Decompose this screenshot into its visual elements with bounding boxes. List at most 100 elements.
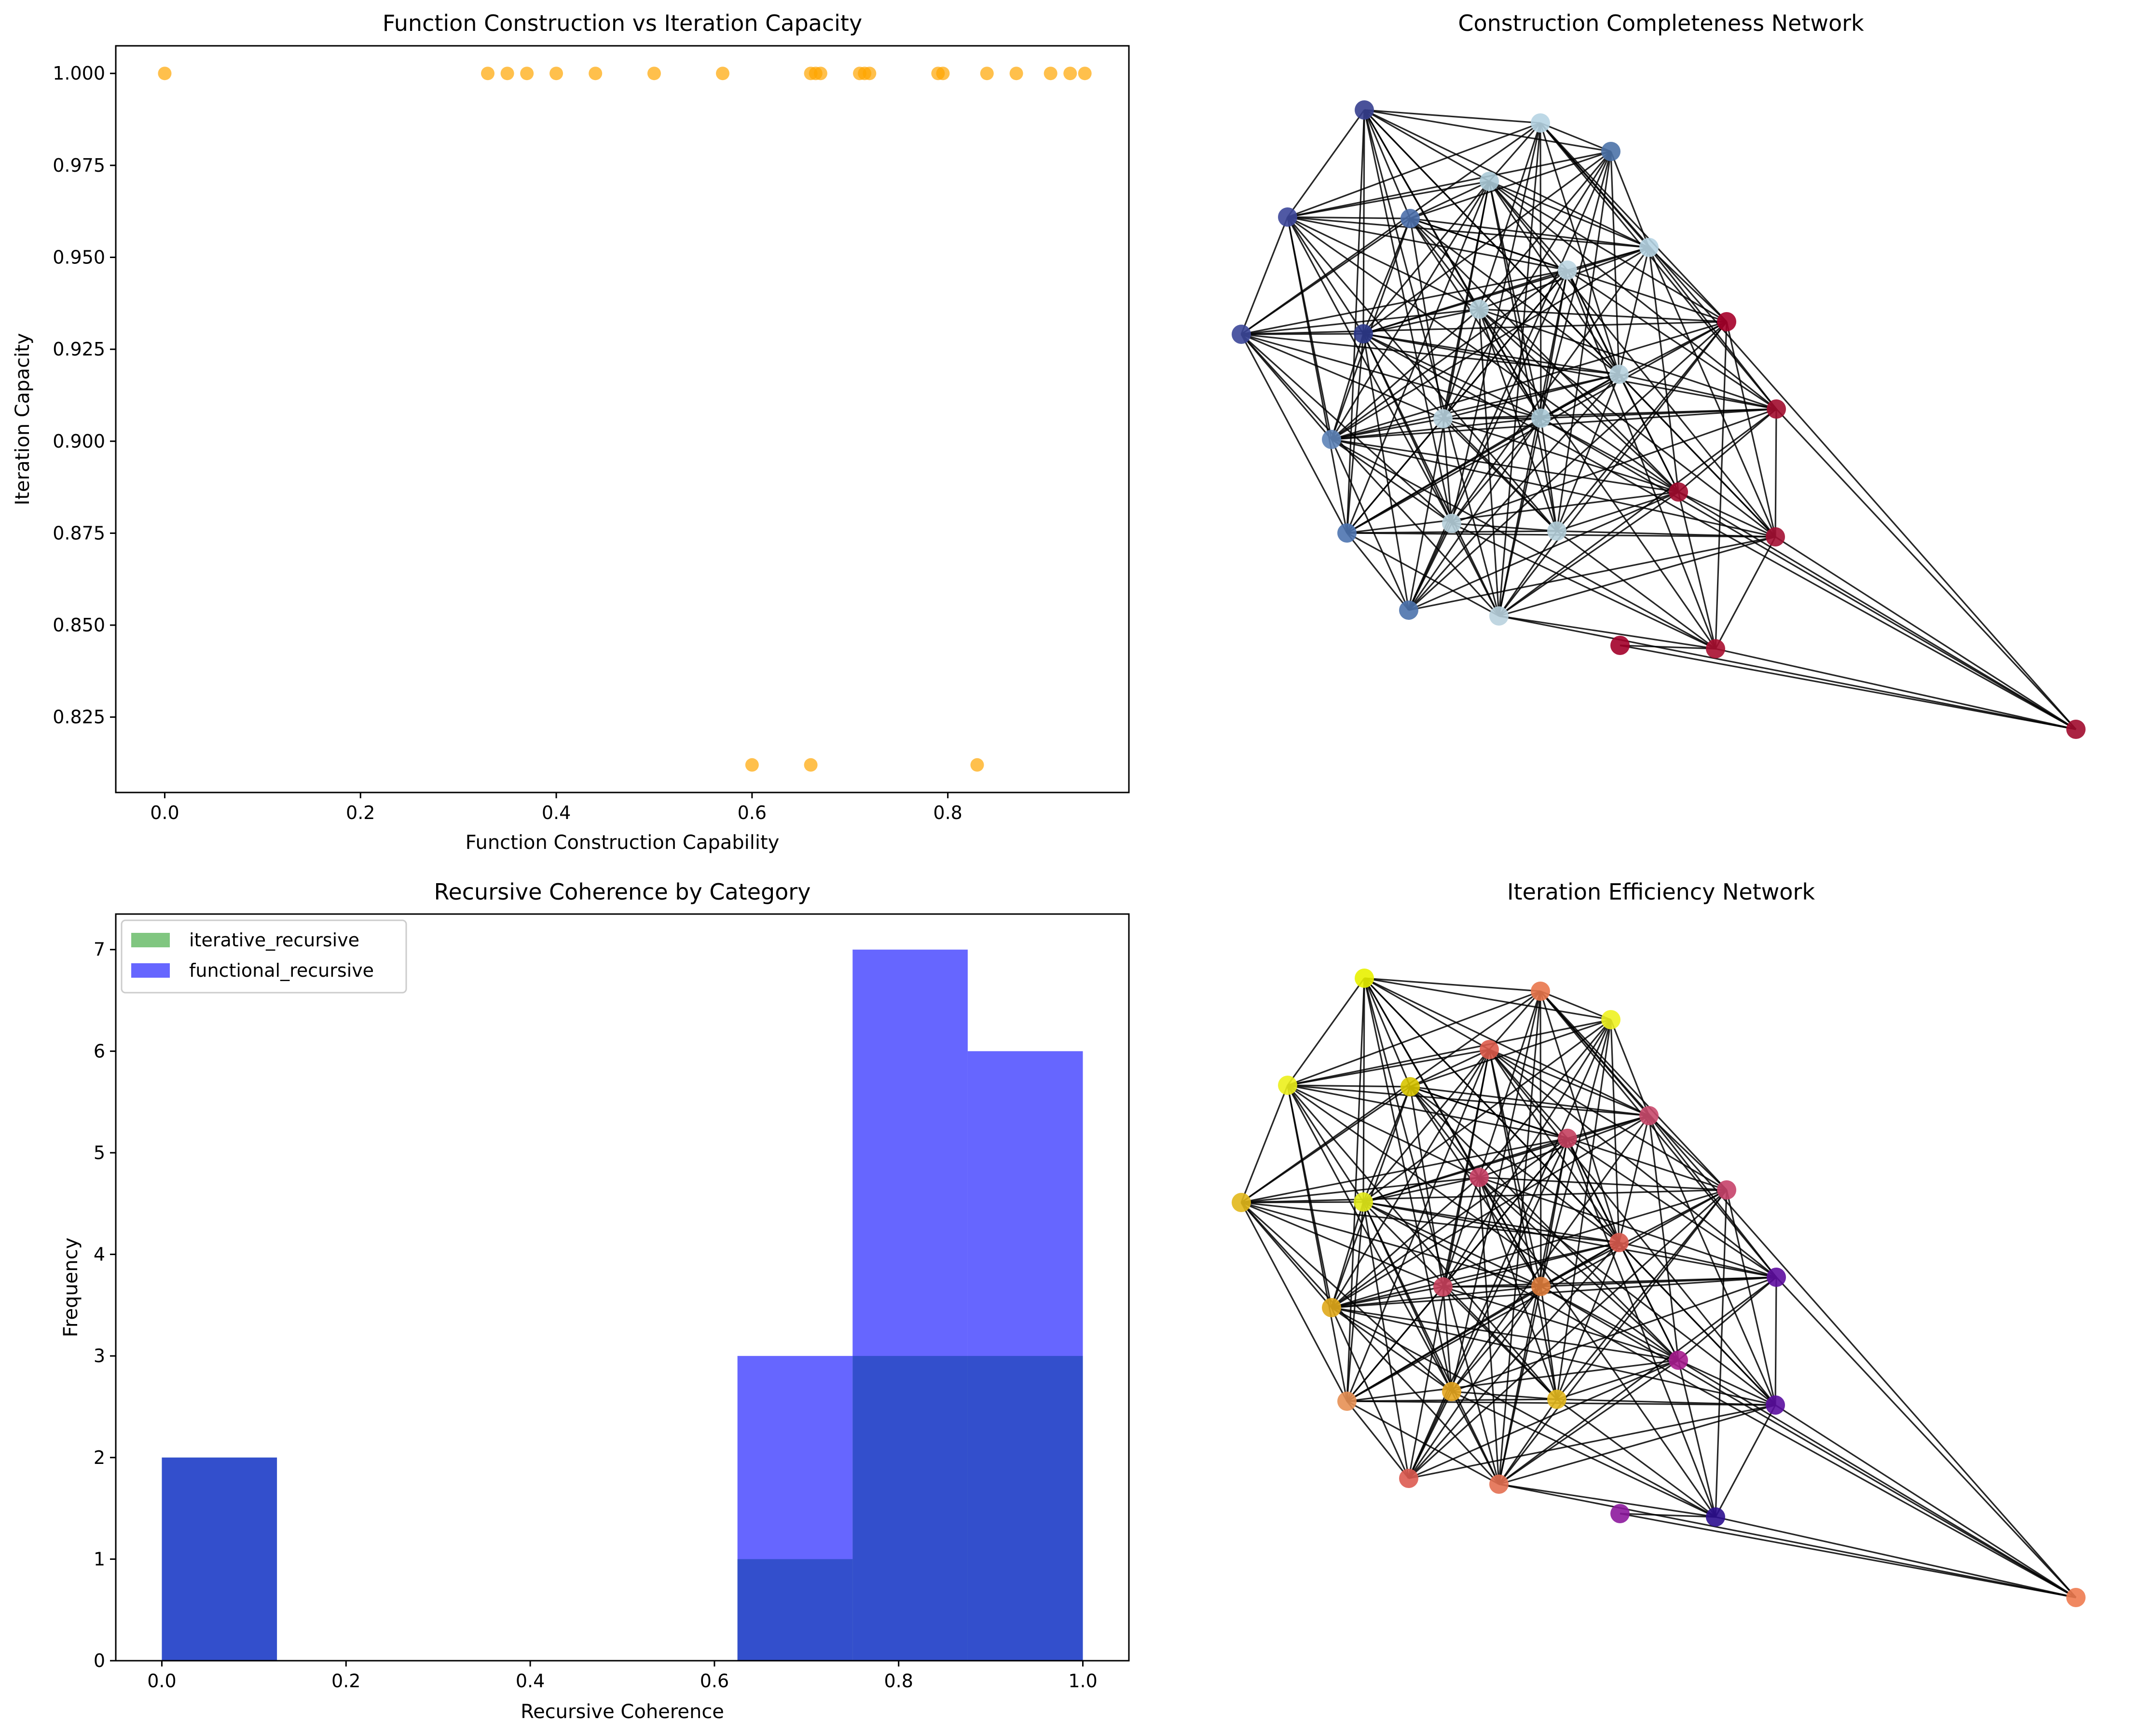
efficiency-network-edge (1451, 991, 1541, 1392)
efficiency-network-edge (1287, 1019, 1611, 1086)
efficiency-network-edge (1331, 1242, 1620, 1309)
completeness-network-node (1558, 260, 1577, 280)
completeness-network-panel: Construction Completeness Network (1232, 10, 2086, 739)
scatter-point (980, 67, 994, 81)
completeness-network-node (1766, 527, 1785, 546)
completeness-network-edge (1241, 333, 1620, 375)
scatter-axes-frame (115, 45, 1130, 793)
histogram-y-tick-label: 4 (94, 1244, 105, 1265)
scatter-title: Function Construction vs Iteration Capac… (383, 10, 862, 36)
scatter-y-tick-label: 0.925 (53, 339, 105, 360)
completeness-network-edge (1410, 150, 1611, 219)
completeness-network-edges (1240, 109, 2077, 730)
completeness-network-edge (1241, 122, 1541, 335)
completeness-network-edge (1240, 333, 1500, 617)
efficiency-network-edge (1566, 1138, 1717, 1517)
efficiency-network-edge (1363, 1201, 1620, 1243)
efficiency-network-edge (1287, 1084, 1649, 1117)
efficiency-network-edge (1610, 1019, 1620, 1243)
histogram-axes-frame (115, 913, 1130, 1662)
completeness-network-edge (1287, 217, 1348, 533)
completeness-network-edge (1479, 308, 1777, 410)
efficiency-network-node (1531, 1277, 1551, 1296)
efficiency-network-edge (1498, 1189, 1728, 1485)
completeness-network-edge (1498, 536, 1776, 617)
efficiency-network-edge (1331, 1115, 1649, 1309)
efficiency-network-node (1547, 1390, 1566, 1409)
histogram-y-tick-label: 6 (94, 1040, 105, 1062)
efficiency-network-edge (1241, 1189, 1727, 1203)
completeness-network-node (1232, 325, 1251, 344)
efficiency-network-edge (1726, 1189, 1776, 1406)
efficiency-network-edge (1287, 978, 1365, 1086)
scatter-y-tick-label: 0.900 (53, 431, 105, 452)
completeness-network-edge (1774, 409, 1777, 537)
scatter-point (1044, 67, 1057, 81)
efficiency-network-edge (1488, 1049, 1558, 1400)
efficiency-network-edge (1346, 1286, 1444, 1402)
completeness-network-edge (1677, 492, 1717, 649)
completeness-network-edge (1346, 417, 1541, 534)
completeness-network-edge (1566, 270, 1717, 649)
completeness-network-edge (1363, 150, 1611, 335)
completeness-network-edge (1287, 109, 1365, 218)
efficiency-network-edge (1363, 1201, 1777, 1278)
completeness-network-edge (1331, 439, 1410, 611)
completeness-network-edge (1346, 532, 1499, 617)
efficiency-network-node (1717, 1180, 1736, 1200)
completeness-network-node (1601, 142, 1620, 161)
efficiency-network-edge (1498, 1483, 1716, 1518)
completeness-network-edge (1678, 491, 2076, 730)
efficiency-network-node (1558, 1129, 1577, 1148)
efficiency-network-edge (1363, 1137, 1568, 1203)
efficiency-network-edge (1540, 1286, 1558, 1400)
efficiency-network-edge (1287, 1085, 1348, 1402)
scatter-x-tick-label: 0.8 (933, 802, 962, 823)
completeness-network-edge (1364, 109, 1611, 152)
completeness-network-edge (1240, 333, 1453, 524)
histogram-x-tick-label: 1.0 (1068, 1670, 1097, 1692)
completeness-network-node (1355, 100, 1374, 120)
completeness-network-edge (1410, 218, 1649, 248)
histogram-bar-functional-recursive (852, 949, 968, 1661)
legend-swatch-functional-recursive (131, 963, 170, 978)
efficiency-network-edge (1287, 1084, 1411, 1088)
completeness-network-edge (1346, 491, 1679, 534)
efficiency-network-edge (1451, 1285, 1542, 1393)
completeness-network-edge (1331, 333, 1364, 440)
scatter-point (1078, 67, 1092, 81)
completeness-network-edge (1287, 216, 1568, 271)
scatter-point (589, 67, 603, 81)
scatter-y-tick-label: 0.850 (53, 615, 105, 636)
completeness-network-edge (1451, 408, 1777, 524)
completeness-network-node (1531, 409, 1551, 428)
completeness-network-edge (1775, 408, 2077, 730)
efficiency-network-edge (1331, 1276, 1777, 1309)
efficiency-network-edge (1540, 1285, 1679, 1361)
completeness-network-node (1610, 636, 1630, 655)
completeness-network-title: Construction Completeness Network (1458, 10, 1864, 36)
completeness-network-node (1706, 639, 1725, 658)
completeness-network-edge (1408, 536, 1776, 611)
efficiency-network-edge (1408, 1404, 1776, 1479)
efficiency-network-edge (1364, 977, 1541, 992)
efficiency-network-edge (1620, 1513, 2076, 1598)
completeness-network-node (1669, 482, 1688, 502)
completeness-network-node (1399, 601, 1418, 620)
completeness-network-edge (1540, 408, 1777, 419)
completeness-network-edge (1451, 522, 1557, 532)
efficiency-network-panel: Iteration Efficiency Network (1232, 879, 2086, 1607)
histogram-bar-functional-recursive (162, 1457, 277, 1661)
efficiency-network-node (1355, 969, 1374, 988)
completeness-network-edge (1540, 417, 1679, 493)
completeness-network-edge (1287, 122, 1541, 218)
completeness-network-edge (1540, 417, 2076, 730)
efficiency-network-edge (1539, 990, 2077, 1598)
completeness-network-edge (1715, 536, 1776, 649)
histogram-x-tick-label: 0.8 (884, 1670, 913, 1692)
scatter-y-tick-label: 0.825 (53, 707, 105, 728)
completeness-network-edge (1331, 438, 1452, 524)
efficiency-network-edge (1648, 1115, 1776, 1406)
efficiency-network-edge (1498, 1286, 1542, 1485)
efficiency-network-edge (1287, 1084, 1568, 1139)
